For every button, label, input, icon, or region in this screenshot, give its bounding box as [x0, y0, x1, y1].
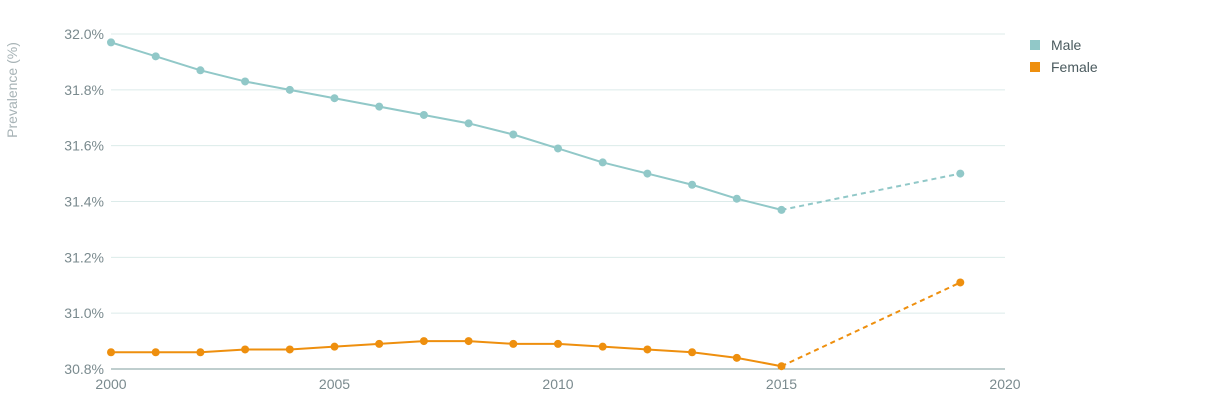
y-tick-label: 31.4%	[64, 194, 104, 210]
female-point[interactable]	[285, 345, 294, 354]
male-point[interactable]	[554, 144, 562, 153]
female-point[interactable]	[196, 348, 205, 357]
y-tick-label: 31.6%	[64, 138, 104, 154]
legend-item-female[interactable]: Female	[1030, 56, 1098, 78]
female-point[interactable]	[688, 348, 697, 357]
female-point[interactable]	[419, 337, 428, 346]
series-lines	[107, 38, 965, 371]
legend: Male Female	[1030, 34, 1098, 78]
x-tick-label: 2005	[319, 376, 350, 392]
x-tick-label: 2000	[95, 376, 126, 392]
female-projection-point[interactable]	[956, 278, 965, 287]
female-point[interactable]	[151, 348, 160, 357]
x-tick-label: 2015	[766, 376, 797, 392]
male-line	[110, 41, 782, 211]
female-point[interactable]	[107, 348, 115, 357]
tick-labels: 30.8% 31.0% 31.2% 31.4% 31.6% 31.8% 32.0% 2000 2…	[64, 26, 1020, 392]
male-point[interactable]	[509, 130, 518, 139]
male-point[interactable]	[196, 66, 205, 75]
male-point[interactable]	[732, 194, 741, 203]
male-point[interactable]	[151, 52, 160, 61]
male-point[interactable]	[598, 158, 607, 167]
female-point[interactable]	[598, 342, 607, 351]
male-point[interactable]	[285, 85, 294, 94]
female-point[interactable]	[464, 337, 473, 346]
male-point[interactable]	[419, 110, 428, 119]
male-point[interactable]	[330, 94, 339, 103]
gridlines	[111, 33, 1005, 314]
female-point[interactable]	[375, 339, 384, 348]
y-tick-label: 30.8%	[64, 361, 104, 377]
legend-item-male[interactable]: Male	[1030, 34, 1098, 56]
legend-swatch	[1030, 62, 1040, 72]
female-point[interactable]	[554, 339, 562, 348]
x-tick-label: 2020	[989, 376, 1020, 392]
y-tick-label: 31.8%	[64, 82, 104, 98]
male-point[interactable]	[688, 180, 697, 189]
male-point[interactable]	[464, 119, 473, 128]
male-projection-point[interactable]	[956, 169, 965, 178]
male-point[interactable]	[777, 205, 786, 214]
male-point[interactable]	[107, 38, 115, 47]
female-point[interactable]	[241, 345, 250, 354]
male-point[interactable]	[643, 169, 652, 178]
y-tick-label: 32.0%	[64, 26, 104, 42]
male-projection-line	[781, 172, 961, 211]
legend-swatch	[1030, 40, 1040, 50]
legend-label: Female	[1051, 59, 1098, 75]
female-projection-line	[781, 281, 961, 368]
y-tick-label: 31.0%	[64, 305, 104, 321]
y-axis-label: Prevalence (%)	[4, 42, 20, 138]
female-point[interactable]	[643, 345, 652, 354]
female-point[interactable]	[330, 342, 339, 351]
female-point[interactable]	[732, 353, 741, 362]
y-tick-label: 31.2%	[64, 249, 104, 265]
female-point[interactable]	[777, 362, 786, 371]
female-point[interactable]	[509, 339, 518, 348]
male-point[interactable]	[375, 102, 384, 111]
female-line	[111, 340, 782, 368]
male-point[interactable]	[241, 77, 250, 86]
legend-label: Male	[1051, 37, 1082, 53]
x-tick-label: 2010	[542, 376, 573, 392]
